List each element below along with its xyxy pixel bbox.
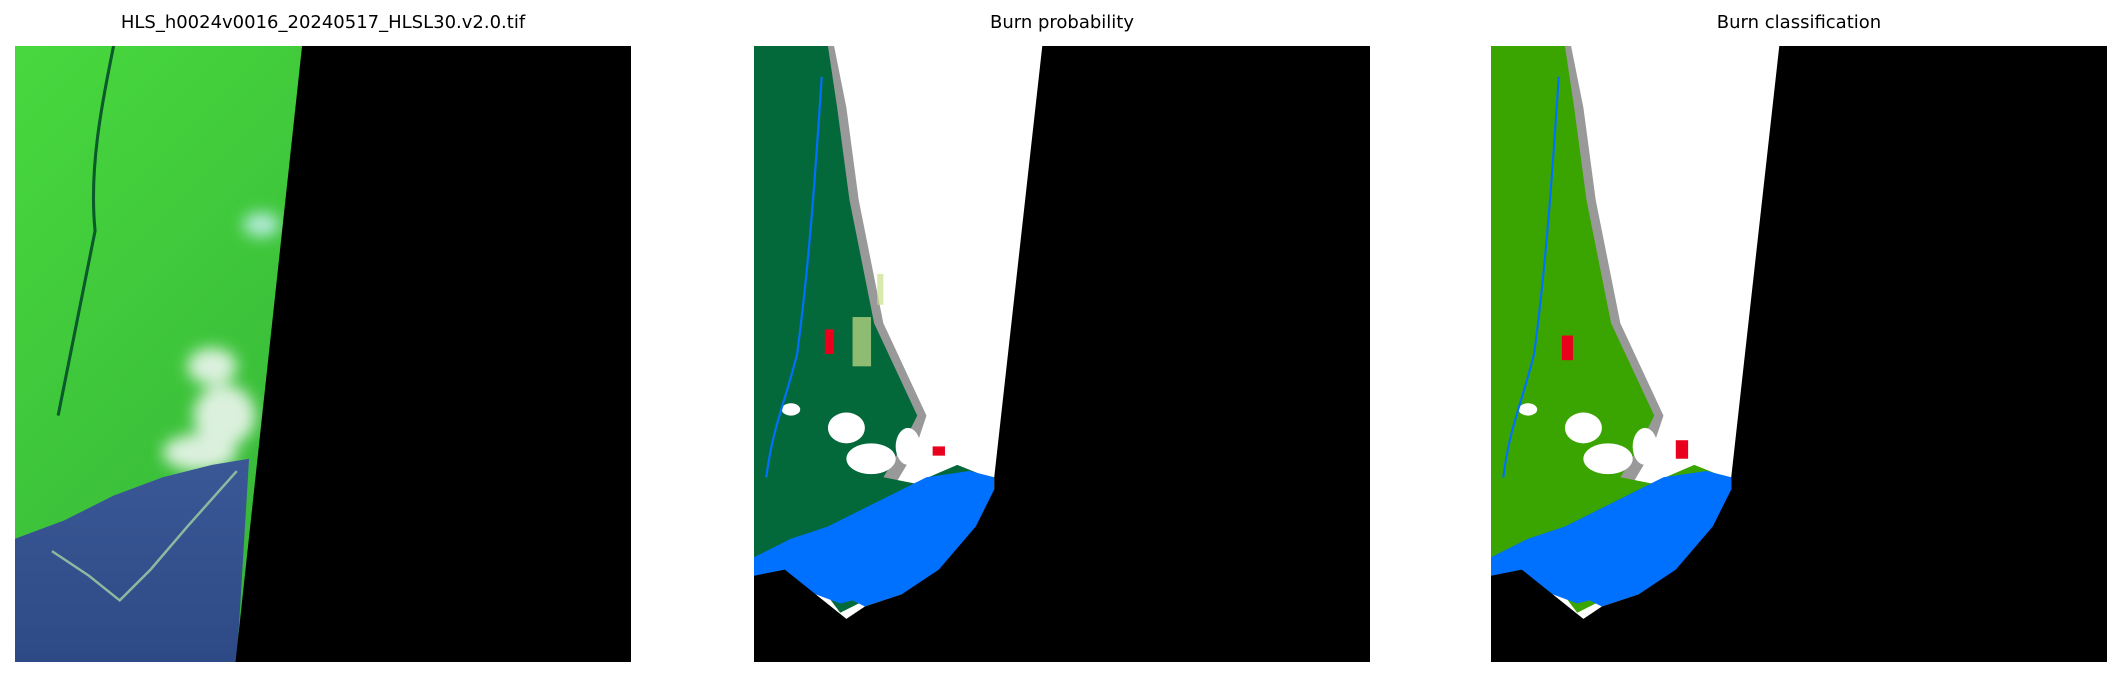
clouds — [162, 212, 280, 472]
water-area — [754, 471, 995, 607]
panel-title-burn-probability: Burn probability — [989, 12, 1134, 33]
river — [765, 76, 823, 478]
land-area — [754, 46, 989, 613]
barrier-island — [51, 470, 238, 603]
burned-patches — [824, 329, 945, 456]
sea-area — [15, 458, 250, 662]
water-area — [1491, 471, 1732, 607]
panel-title-image: HLS_h0024v0016_20240517_HLSL30.v2.0.tif — [120, 12, 526, 33]
cloud-patches — [1518, 403, 1658, 475]
satellite-image-panel — [15, 46, 631, 662]
burn-classification-panel — [1491, 46, 2107, 662]
nodata-area — [235, 46, 631, 662]
low-probability-patches — [852, 273, 884, 367]
nodata-area — [1491, 46, 2107, 662]
land-area — [1491, 46, 1726, 613]
burn-probability-panel — [754, 46, 1370, 662]
panel-title-burn-classification: Burn classification — [1716, 12, 1882, 33]
cloud-patches — [781, 403, 921, 475]
burned-patches — [1561, 335, 1689, 459]
river — [56, 46, 116, 416]
nodata-area — [754, 46, 1370, 662]
river — [1502, 76, 1560, 478]
